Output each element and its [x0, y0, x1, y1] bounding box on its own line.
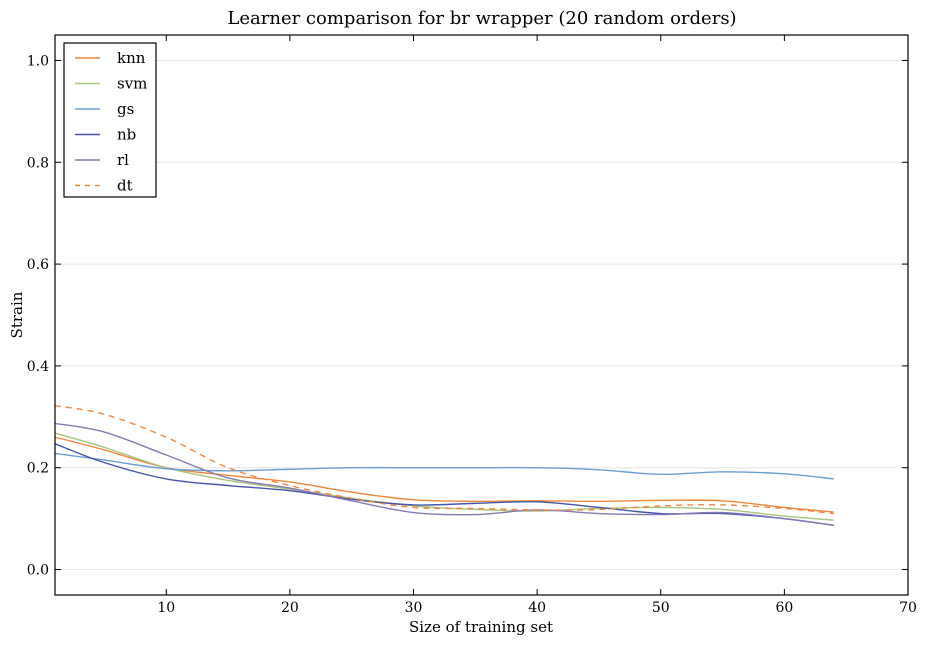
- legend-label-knn: knn: [117, 49, 146, 67]
- x-axis-label: Size of training set: [409, 618, 553, 636]
- y-tick-label: 0.6: [27, 257, 49, 273]
- y-axis-label: Strain: [8, 291, 26, 338]
- legend-label-gs: gs: [117, 100, 134, 118]
- y-tick-label: 0.2: [27, 461, 49, 477]
- y-tick-label: 0.0: [27, 563, 49, 579]
- series-group: [54, 404, 834, 526]
- plot-frame: [54, 34, 909, 596]
- x-tick-label: 60: [775, 600, 793, 616]
- x-tick-label: 10: [157, 600, 175, 616]
- x-tick-label: 70: [899, 600, 917, 616]
- legend-box: [63, 42, 157, 198]
- legend: knn svm gs nb rl dt: [63, 42, 157, 198]
- series-line-svm: [54, 432, 834, 521]
- y-tick-label: 0.4: [27, 359, 49, 375]
- chart-title: Learner comparison for br wrapper (20 ra…: [227, 8, 736, 29]
- grid: [55, 59, 908, 571]
- x-tick-label: 20: [281, 600, 299, 616]
- x-tick-label: 50: [652, 600, 670, 616]
- legend-label-dt: dt: [117, 177, 133, 195]
- series-line-dt: [54, 404, 834, 515]
- axis-ticks: 0.0 0.2 0.4 0.6 0.8 1.0 10 20 30 40 50 60 70: [27, 35, 917, 616]
- y-tick-label: 1.0: [27, 53, 49, 69]
- x-tick-label: 40: [528, 600, 546, 616]
- legend-label-nb: nb: [117, 126, 136, 144]
- x-tick-label: 30: [405, 600, 423, 616]
- legend-label-svm: svm: [117, 75, 147, 93]
- series-line-gs: [54, 452, 834, 480]
- series-line-nb: [54, 443, 834, 526]
- legend-label-rl: rl: [117, 151, 129, 169]
- series-line-knn: [54, 436, 834, 513]
- series-line-rl: [54, 422, 834, 526]
- y-tick-label: 0.8: [27, 155, 49, 171]
